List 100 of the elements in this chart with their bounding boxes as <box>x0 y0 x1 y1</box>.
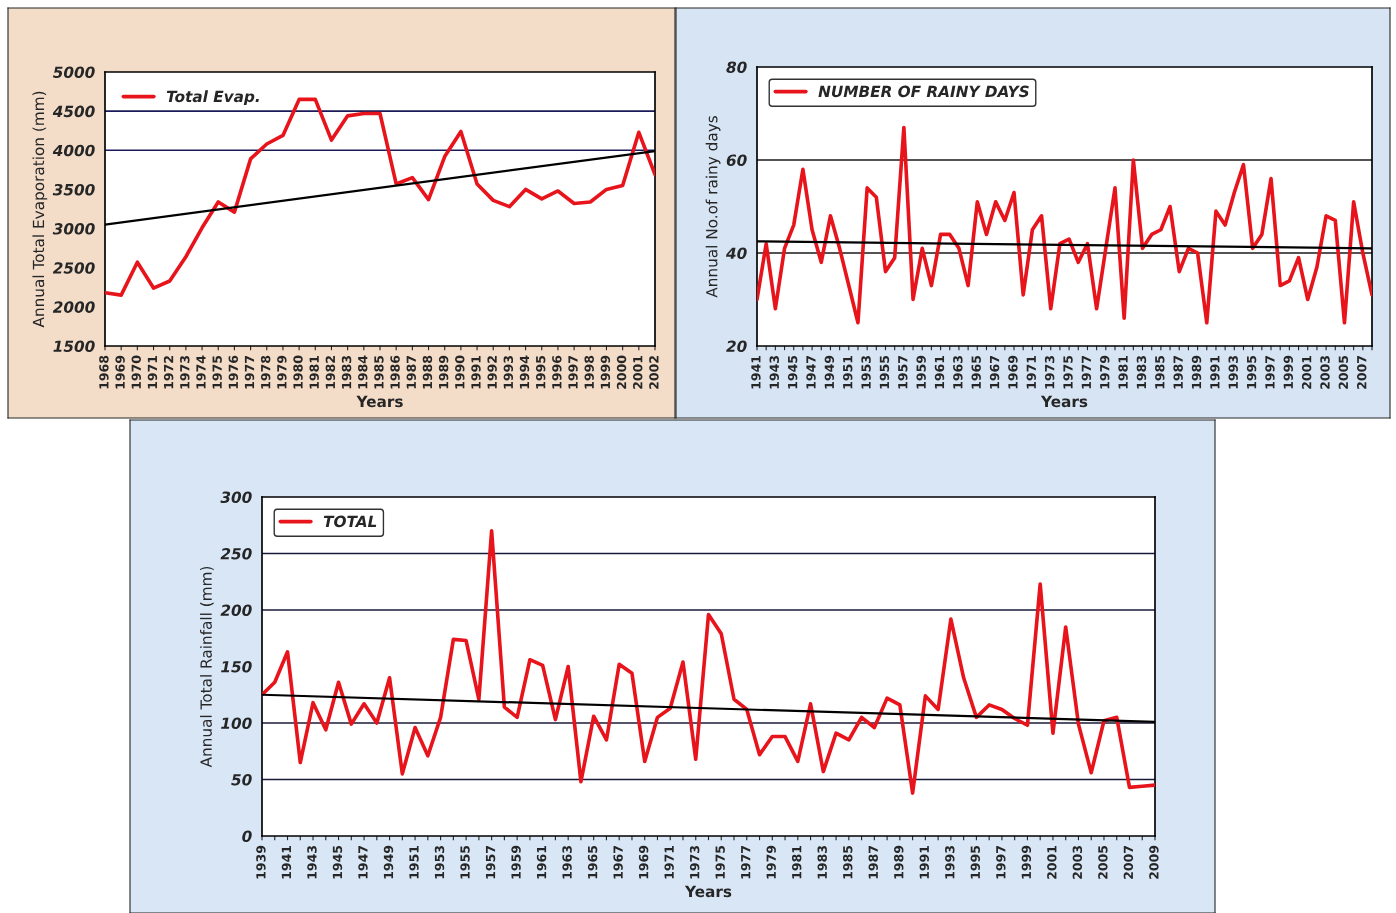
x-tick-label: 1953 <box>434 846 445 879</box>
x-tick-label: 1975 <box>715 845 725 879</box>
x-tick-label: 1979 <box>277 355 287 389</box>
x-tick-label: 1977 <box>1081 356 1092 389</box>
y-tick-label: 2500 <box>52 262 95 274</box>
y-axis-title: Annual No.of rainy days <box>705 116 721 298</box>
x-axis-title: Years <box>1040 395 1088 408</box>
x-tick-label: 1965 <box>971 355 981 389</box>
y-tick-label: 0 <box>242 830 252 843</box>
x-tick-label: 1985 <box>374 355 384 389</box>
x-tick-label: 1941 <box>281 845 292 879</box>
x-tick-label: 1997 <box>1265 356 1275 389</box>
x-tick-label: 1986 <box>390 355 400 389</box>
x-tick-label: 1993 <box>945 846 955 879</box>
x-tick-label: 1969 <box>638 845 649 879</box>
y-tick-label: 150 <box>221 660 252 673</box>
x-tick-label: 1987 <box>406 356 416 389</box>
x-tick-label: 1999 <box>1283 355 1294 389</box>
x-tick-label: 1978 <box>260 355 271 389</box>
x-tick-label: 2001 <box>633 355 643 389</box>
y-tick-label: 2000 <box>52 301 95 313</box>
y-tick-label: 1500 <box>53 340 95 353</box>
y-tick-label: 60 <box>726 154 747 167</box>
x-tick-label: 2001 <box>1301 355 1312 389</box>
x-tick-label: 1987 <box>1173 356 1183 389</box>
x-tick-label: 1985 <box>1155 355 1165 389</box>
x-tick-label: 1974 <box>196 355 206 389</box>
x-tick-label: 2005 <box>1338 355 1349 389</box>
x-tick-label: 2007 <box>1123 846 1134 879</box>
y-tick-label: 300 <box>220 491 252 504</box>
x-tick-label: 1993 <box>503 356 514 389</box>
x-tick-label: 1951 <box>842 355 853 389</box>
x-tick-label: 1963 <box>953 356 963 389</box>
y-tick-label: 4500 <box>52 105 95 118</box>
y-tick-label: 250 <box>220 547 252 560</box>
y-tick-label: 3500 <box>52 183 95 196</box>
x-tick-label: 1971 <box>1026 355 1036 389</box>
x-tick-label: 1999 <box>1021 845 1032 879</box>
x-tick-label: 1976 <box>228 355 239 389</box>
x-tick-label: 1951 <box>409 845 419 879</box>
x-tick-label: 1997 <box>996 846 1006 879</box>
x-tick-label: 1971 <box>147 355 158 389</box>
x-tick-label: 1987 <box>868 846 878 879</box>
x-tick-label: 1943 <box>307 846 317 879</box>
x-tick-label: 1939 <box>256 845 266 879</box>
y-tick-label: 20 <box>726 340 747 353</box>
x-axis-title: Years <box>684 885 732 898</box>
x-tick-label: 1965 <box>587 845 598 879</box>
legend-label: TOTAL <box>323 515 377 528</box>
x-tick-label: 1988 <box>422 355 433 389</box>
x-tick-label: 1980 <box>293 355 303 389</box>
x-tick-label: 1973 <box>689 846 700 879</box>
x-tick-label: 1989 <box>1191 355 1202 389</box>
x-tick-label: 1969 <box>1008 355 1018 389</box>
x-tick-label: 1947 <box>358 846 368 879</box>
legend-label: Total Evap. <box>166 90 259 106</box>
x-tick-label: 1949 <box>383 845 394 879</box>
x-tick-label: 1989 <box>438 355 449 389</box>
x-tick-label: 1947 <box>806 356 816 389</box>
x-tick-label: 1971 <box>664 845 674 879</box>
x-tick-label: 1993 <box>1228 356 1238 389</box>
y-tick-label: 5000 <box>52 66 95 79</box>
x-tick-label: 1943 <box>769 356 779 389</box>
x-tick-label: 1990 <box>455 355 465 389</box>
x-tick-label: 2009 <box>1149 845 1159 879</box>
x-tick-label: 1981 <box>309 355 319 389</box>
x-tick-label: 1995 <box>970 845 981 879</box>
x-tick-label: 1968 <box>99 355 109 389</box>
x-tick-label: 1967 <box>989 356 1000 389</box>
line-series <box>262 529 1155 795</box>
x-tick-label: 1984 <box>358 355 368 389</box>
x-tick-label: 1998 <box>584 355 594 389</box>
y-tick-label: 3000 <box>52 223 95 235</box>
x-tick-label: 1995 <box>535 355 546 389</box>
x-tick-label: 1975 <box>1063 355 1073 389</box>
x-tick-label: 1949 <box>824 355 835 389</box>
x-tick-label: 1955 <box>879 355 890 389</box>
x-tick-label: 1963 <box>562 846 572 879</box>
x-tick-label: 1973 <box>180 356 190 389</box>
y-tick-label: 40 <box>726 247 747 260</box>
x-tick-label: 2000 <box>616 355 627 389</box>
line-series <box>757 125 1372 325</box>
y-tick-label: 80 <box>726 61 747 74</box>
x-tick-label: 1955 <box>460 845 470 879</box>
x-tick-label: 1975 <box>212 355 222 389</box>
legend-label: NUMBER OF RAINY DAYS <box>818 85 1029 98</box>
x-tick-label: 1991 <box>919 845 929 879</box>
x-tick-label: 1999 <box>600 355 611 389</box>
x-tick-label: 1983 <box>1136 356 1147 389</box>
x-tick-label: 1981 <box>791 845 802 879</box>
x-tick-label: 1953 <box>861 356 871 389</box>
x-tick-label: 2005 <box>1098 845 1108 879</box>
x-tick-label: 1997 <box>568 356 578 389</box>
x-tick-label: 1981 <box>1118 355 1128 389</box>
x-tick-label: 2001 <box>1047 845 1057 879</box>
x-tick-label: 1961 <box>934 355 945 389</box>
x-tick-label: 1982 <box>325 356 336 389</box>
x-tick-label: 1994 <box>519 355 530 389</box>
x-tick-label: 1979 <box>1099 355 1110 389</box>
x-tick-label: 1995 <box>1246 355 1257 389</box>
